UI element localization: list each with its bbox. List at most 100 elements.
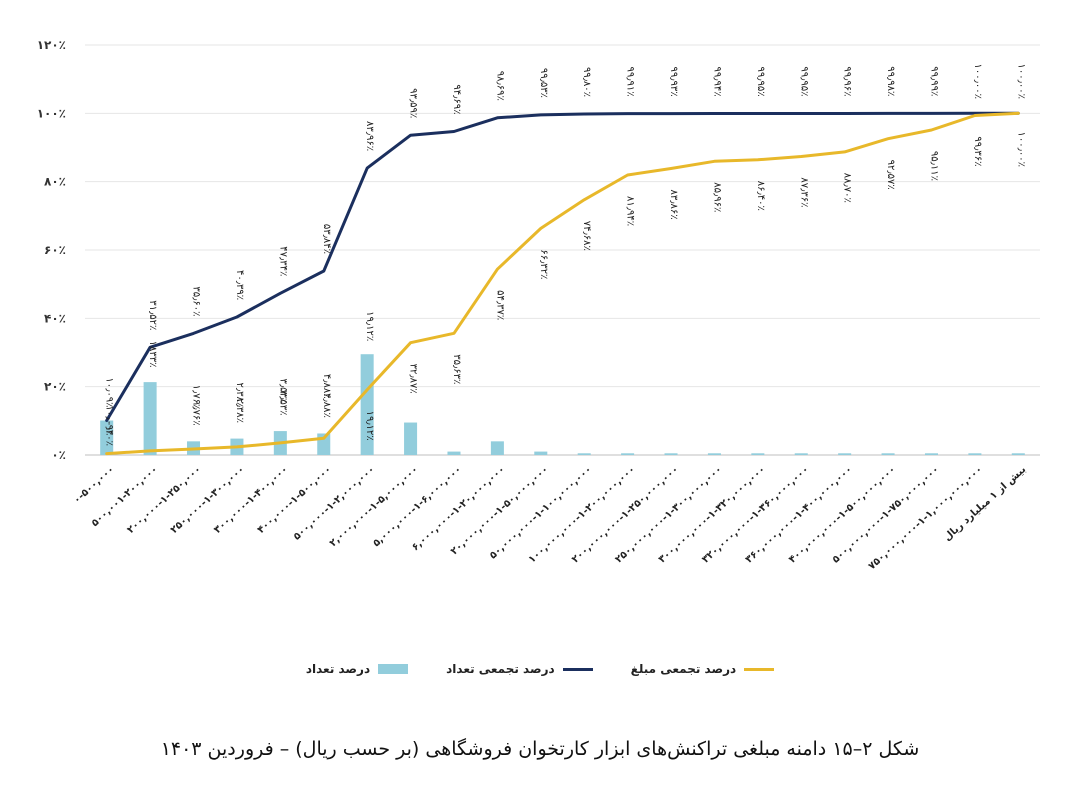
chart-legend: درصد تجمعی مبلغ درصد تجمعی تعداد درصد تع…: [0, 662, 1080, 676]
cumulative-count-label: ۹۹٫۹۴٪: [711, 66, 722, 96]
cumulative-amount-label: ۹۹٫۳۶٪: [972, 136, 983, 166]
cumulative-amount-label: ۱٫۷۶٪: [191, 385, 202, 410]
bar-data-label: ۳٫۵۳٪: [277, 391, 288, 416]
y-tick-label: ۸۰٪: [44, 175, 66, 189]
legend-item-count-percent: درصد تعداد: [305, 662, 409, 676]
cumulative-amount-label: ۹۵٫۱۱٪: [928, 151, 939, 181]
cumulative-count-label: ۸۳٫۹۶٪: [364, 121, 375, 151]
legend-label: درصد تجمعی تعداد: [446, 662, 555, 676]
data-labels: ۱۰٫۰۹٪ ۱۸۳۳٪ ۱٫۷۶٪ ۲٫۳۸٪ ۳٫۵۳٪ ۴٫۸۸٪ ۱۹٫۱۲٪ ۱۰٫…: [104, 64, 1027, 446]
cumulative-count-label: ۹۸٫۶۹٪: [494, 71, 505, 101]
x-tick-label: ۴۰۰,۰۰۰-۱-۵۰۰,۰۰۰: [256, 464, 334, 536]
cumulative-count-label: ۹۹٫۹۱٪: [625, 67, 636, 97]
x-tick-label: ۲۵۰,۰۰۰-۱-۳۰۰,۰۰۰: [169, 464, 247, 536]
legend-swatch-count-percent: [378, 664, 409, 674]
cumulative-count-label: ۵۳٫۸۴٪: [321, 224, 332, 254]
bar: [577, 453, 591, 455]
cumulative-count-label: ۹۳٫۵۹٪: [408, 88, 419, 118]
gridlines: [85, 44, 1040, 456]
y-tick-label: ۶۰٪: [44, 243, 66, 257]
cumulative-amount-label: ۳۵٫۶۳٪: [451, 354, 462, 384]
bar: [447, 451, 461, 455]
x-tick-label: ۰-۵۰۰,۰۰۰: [72, 464, 117, 506]
line-series: [105, 111, 1020, 456]
cumulative-amount-line: [105, 111, 1020, 456]
bar-data-label: ۴٫۸۸٪: [321, 393, 332, 418]
y-tick-label: ۱۲۰٪: [37, 38, 66, 52]
cumulative-amount-label: ۷۴٫۶۸٪: [581, 221, 592, 251]
cumulative-amount-label: ۸۶٫۴۰٪: [755, 181, 766, 211]
bar: [881, 453, 895, 455]
cumulative-amount-label: ۸۳٫۸۶٪: [668, 189, 679, 219]
combo-chart: ۰٪ ۲۰٪ ۴۰٪ ۶۰٪ ۸۰٪ ۱۰۰٪ ۱۲۰٪ ۱۰٫۰۹٪ ۱۸۳۳٪ ۱٫۷۶٪ ۲…: [37, 38, 1040, 572]
bar: [534, 451, 548, 455]
y-tick-label: ۲۰٪: [44, 380, 66, 394]
bar: [404, 422, 418, 455]
cumulative-count-label: ۱۰٫۰۹٪: [104, 405, 115, 435]
cumulative-amount-label: ۳٫۵۳٪: [277, 379, 288, 404]
bar-data-label: ۲٫۳۸٪: [234, 398, 245, 423]
bar: [360, 354, 374, 455]
legend-label: درصد تجمعی مبلغ: [630, 662, 737, 676]
legend-item-cumulative-amount: درصد تجمعی مبلغ: [631, 662, 775, 676]
bar: [838, 453, 852, 455]
bar-data-label: ۱٫۷۶٪: [190, 401, 201, 426]
cumulative-amount-label: ۸۵٫۹۶٪: [711, 182, 722, 212]
cumulative-amount-label: ۲٫۳۸٪: [234, 383, 245, 408]
y-tick-label: ۰٪: [51, 448, 66, 462]
cumulative-amount-label: ۴٫۸۸٪: [321, 374, 332, 399]
cumulative-count-line: [105, 111, 1020, 422]
bar: [621, 453, 635, 455]
cumulative-amount-label: ۹۲٫۵۷٪: [885, 160, 896, 190]
bar-data-label: ۱۸۳۳٪: [147, 341, 158, 368]
bar-data-label: ۱۰٫۰۹٪: [104, 377, 115, 407]
x-tick-label: بیش از ۱ میلیارد ریال: [942, 464, 1028, 543]
x-tick-label: ۳۰۰,۰۰۰-۱-۴۰۰,۰۰۰: [212, 464, 290, 536]
y-tick-label: ۴۰٪: [44, 311, 66, 325]
x-tick-label: ۲,۰۰۰,۰۰۰-۱-۵,۰۰۰,۰۰۰: [328, 464, 421, 549]
bar-data-label: ۱۹٫۱۲٪: [364, 311, 375, 341]
legend-swatch-cumulative-amount: [744, 667, 775, 671]
cumulative-count-label: ۹۹٫۹۶٪: [842, 66, 853, 96]
cumulative-count-label: ۹۹٫۹۸٪: [885, 66, 896, 96]
cumulative-amount-label: ۶۶٫۳۲٪: [538, 249, 549, 279]
cumulative-amount-label: ۰٫۴۰٪: [104, 421, 115, 446]
bar: [143, 382, 157, 455]
x-tick-label: ۲۰۰,۰۰۰-۱-۲۵۰,۰۰۰: [125, 464, 203, 536]
bar: [707, 453, 721, 455]
cumulative-amount-label: ۸۱٫۹۴٪: [625, 196, 636, 226]
y-axis-ticks: ۰٪ ۲۰٪ ۴۰٪ ۶۰٪ ۸۰٪ ۱۰۰٪ ۱۲۰٪: [37, 38, 66, 462]
bar: [751, 453, 765, 455]
bar: [794, 453, 808, 455]
cumulative-amount-label: ۵۴٫۳۷٪: [494, 290, 505, 320]
cumulative-amount-label: ۸۸٫۷۰٪: [842, 173, 853, 203]
cumulative-amount-label: ۸۷٫۳۶٪: [798, 177, 809, 207]
cumulative-amount-label: ۱۰۰٫۰۰٪: [1015, 132, 1026, 167]
legend-label: درصد تعداد: [305, 662, 371, 676]
cumulative-count-label: ۱۰۰٫۰۰٪: [1015, 64, 1026, 99]
bar: [924, 453, 938, 455]
cumulative-count-label: ۹۹٫۹۵٪: [755, 66, 766, 96]
bar: [490, 441, 504, 455]
x-axis-ticks: ۰-۵۰۰,۰۰۰۵۰۰,۰۰۱-۲۰۰,۰۰۰۲۰۰,۰۰۰-۱-۲۵۰,۰۰…: [72, 464, 1029, 572]
cumulative-amount-label: ۱۹٫۱۲٪: [364, 411, 375, 441]
bar: [968, 453, 982, 455]
x-tick-label: ۵,۰۰۰,۰۰۰-۱-۶,۰۰۰,۰۰۰: [371, 464, 464, 549]
cumulative-count-label: ۳۵٫۶۰٪: [191, 286, 202, 316]
cumulative-count-label: ۹۹٫۵۳٪: [538, 68, 549, 98]
cumulative-count-label: ۹۹٫۸۰٪: [581, 67, 592, 97]
bar: [664, 453, 678, 455]
legend-item-cumulative-count: درصد تجمعی تعداد: [446, 662, 593, 676]
bar: [1011, 453, 1025, 455]
x-tick-label: ۵۰۰,۰۰۰-۱-۲,۰۰۰,۰۰۰: [292, 464, 378, 543]
cumulative-count-label: ۹۹٫۹۹٪: [929, 66, 940, 96]
cumulative-count-label: ۱۰۰٫۰۰٪: [972, 64, 983, 100]
legend-swatch-cumulative-count: [562, 667, 593, 671]
cumulative-count-label: ۹۹٫۹۳٪: [668, 67, 679, 97]
cumulative-count-label: ۴۰٫۳۹٪: [234, 270, 245, 300]
cumulative-count-label: ۹۴٫۶۹٪: [451, 84, 462, 114]
cumulative-count-label: ۹۹٫۹۵٪: [798, 66, 809, 96]
bar: [100, 420, 114, 455]
cumulative-count-label: ۴۷٫۳۴٪: [277, 246, 288, 276]
cumulative-count-label: ۳۱٫۵۲٪: [147, 300, 158, 330]
